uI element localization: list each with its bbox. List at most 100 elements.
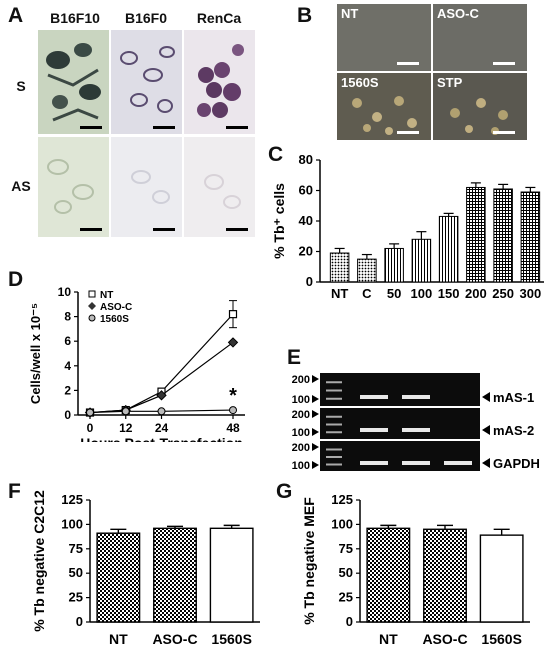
scale-bar: [80, 228, 102, 231]
data-point: [229, 406, 237, 415]
y-axis-label: Cells/well x 10⁻⁵: [28, 303, 43, 404]
ladder-band: [326, 397, 342, 400]
band-label: mAS-2: [493, 423, 534, 438]
data-point: [157, 407, 166, 416]
band-label: mAS-1: [493, 390, 534, 405]
data-point: [227, 337, 239, 348]
sample-band: [360, 395, 388, 399]
panel-label-d: D: [8, 268, 24, 291]
ladder-band: [326, 423, 342, 426]
bar: [479, 534, 524, 623]
y-tick-label: 25: [69, 590, 83, 605]
x-tick-label: 200: [465, 286, 487, 300]
series-line-aso-c: [89, 341, 234, 414]
panel-label-g: G: [276, 480, 293, 503]
panel-label-c: C: [268, 143, 284, 166]
y-tick-label: 100: [61, 516, 83, 531]
bar: [357, 258, 377, 283]
chart-f: 0 25 50 75 100 125 % Tb negative C2C12 NT ASO-C 1…: [31, 490, 260, 647]
bar: [520, 191, 541, 283]
x-tick-label: 0: [87, 421, 94, 435]
y-tick-label: 80: [299, 152, 313, 167]
ladder-band: [326, 463, 342, 466]
y-tick-label: 10: [58, 285, 72, 299]
y-tick-label: 75: [69, 541, 83, 556]
legend-label: 1560S: [100, 314, 129, 325]
x-tick-label: ASO-C: [422, 631, 467, 647]
ladder-band: [326, 431, 342, 434]
y-tick-label: 0: [306, 274, 313, 289]
data-point: [228, 310, 238, 319]
gel-strip: [320, 441, 480, 471]
column-header-renca: RenCa: [196, 10, 242, 26]
bar: [153, 527, 197, 623]
micrograph-b16f0-as: [111, 137, 182, 237]
lane-label: M: [329, 356, 346, 372]
legend-marker: [88, 290, 96, 298]
marker-label: 100: [292, 427, 310, 439]
chart-g: 0 25 50 75 100 125 % Tb negative MEF NT ASO-C 156…: [301, 492, 530, 647]
scale-bar: [153, 228, 175, 231]
sample-band: [402, 395, 430, 399]
panel-label-b: B: [297, 4, 313, 27]
x-tick-label: 12: [119, 421, 133, 435]
panel-label-f: F: [8, 480, 21, 503]
lane-label: NT: [369, 355, 390, 373]
scale-bar: [397, 62, 419, 65]
y-tick-label: 0: [64, 408, 71, 422]
band-arrow: [482, 392, 490, 402]
panel-label-e: E: [287, 346, 302, 369]
y-tick-label: 125: [331, 492, 353, 507]
bar: [329, 252, 350, 283]
x-tick-label: NT: [331, 286, 348, 300]
y-axis-label: % Tb negative C2C12: [31, 490, 47, 632]
x-tick-label: ASO-C: [152, 631, 197, 647]
gel-strip: [320, 373, 480, 406]
data-point: [156, 390, 167, 401]
gel-strip: [320, 408, 480, 439]
row-label-as: AS: [11, 178, 31, 194]
legend-marker: [88, 314, 96, 322]
marker-label: 200: [292, 442, 310, 454]
y-tick-label: 0: [76, 614, 83, 629]
marker-label: 100: [292, 460, 310, 472]
sample-band: [360, 461, 388, 465]
x-axis-label: Hours Post-Transfection: [80, 435, 243, 442]
ladder-band: [326, 389, 342, 392]
micrograph-nt: NT: [337, 4, 431, 71]
significance-asterisk: *: [229, 385, 237, 407]
marker-arrow: [312, 461, 319, 469]
scale-bar: [397, 131, 419, 134]
y-tick-label: 50: [69, 565, 83, 580]
y-tick-label: 60: [299, 183, 313, 198]
ladder-band: [326, 415, 342, 418]
y-tick-label: 4: [64, 359, 71, 373]
x-tick-label: NT: [379, 631, 398, 647]
band-label: GAPDH: [493, 456, 540, 471]
bar: [493, 188, 513, 283]
micrograph-renca-s: [184, 30, 255, 134]
scale-bar: [80, 126, 102, 129]
tile-label-1560s: 1560S: [341, 75, 379, 90]
tile-label-aso-c: ASO-C: [437, 6, 479, 21]
x-tick-label: 1560S: [211, 631, 251, 647]
gel-e: M NT ASO-C 1560S 200 100 200 100 200 100 mAS-1 mAS-…: [292, 355, 540, 472]
column-header-b16f10: B16F10: [50, 10, 100, 26]
y-tick-label: 20: [299, 244, 313, 259]
marker-arrow: [312, 375, 319, 383]
lane-label: ASO-C: [411, 355, 445, 373]
bar: [411, 238, 432, 283]
bar: [384, 247, 404, 283]
scale-bar: [493, 62, 515, 65]
y-tick-label: 75: [339, 541, 353, 556]
y-tick-label: 0: [346, 614, 353, 629]
marker-arrow: [312, 410, 319, 418]
y-tick-label: 40: [299, 213, 313, 228]
scale-bar: [493, 131, 515, 134]
x-tick-label: 250: [492, 286, 514, 300]
bar: [423, 528, 467, 623]
micrograph-stp: STP: [433, 73, 527, 140]
y-tick-label: 100: [331, 516, 353, 531]
y-tick-label: 125: [61, 492, 83, 507]
sample-band: [360, 428, 388, 432]
